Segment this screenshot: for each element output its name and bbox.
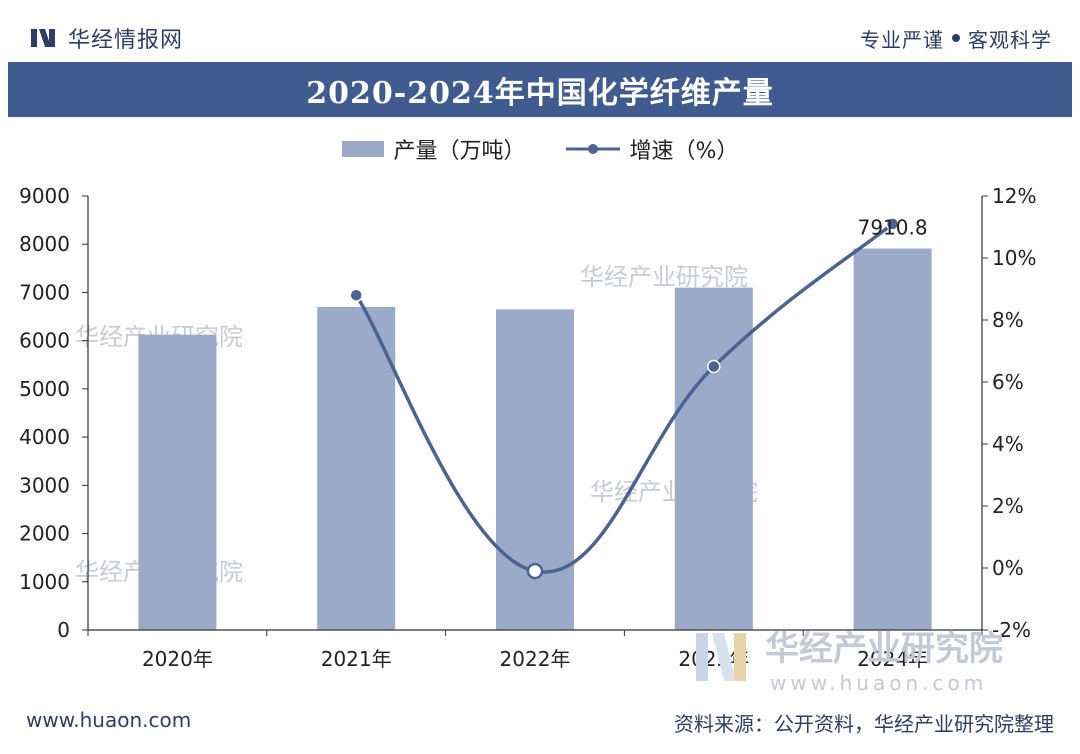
y-left-tick-label: 5000 — [19, 377, 70, 401]
x-tick-label: 2024年 — [857, 647, 928, 671]
growth-point-2023年 — [707, 359, 721, 374]
watermark-stamp: 华经产业研究院 www.huaon.com — [696, 629, 1003, 695]
growth-line — [354, 222, 894, 574]
data-label: 7910.8 — [858, 216, 928, 240]
brand-logo-icon — [31, 29, 55, 47]
y-left-tick-label: 4000 — [19, 425, 70, 449]
bar-2021年 — [317, 306, 396, 630]
slogan-dot-icon — [952, 34, 960, 42]
slogan-left: 专业严谨 — [860, 27, 944, 52]
y-right-tick-label: 0% — [992, 556, 1024, 580]
bar-2022年 — [496, 309, 574, 630]
y-left-tick-label: 9000 — [19, 184, 70, 208]
y-right-tick-label: 4% — [992, 432, 1024, 456]
y-left-tick-label: 2000 — [19, 522, 70, 546]
growth-point-2022年 — [526, 562, 544, 580]
bar-2023年 — [674, 287, 753, 630]
legend-item-growth: 增速（%） — [565, 133, 739, 165]
growth-point-2024年 — [885, 217, 900, 231]
footer-site: www.huaon.com — [26, 708, 192, 732]
watermark-logo-icon — [696, 633, 746, 681]
y-left-tick-label: 8000 — [19, 232, 70, 256]
legend-bar-swatch — [341, 141, 384, 157]
slogan-right: 客观科学 — [968, 27, 1052, 52]
chart-title-bar: 2020-2024年中国化学纤维产量 — [8, 62, 1072, 117]
legend-item-output: 产量（万吨） — [341, 133, 526, 165]
y-right-tick-label: 10% — [992, 246, 1036, 270]
legend-label-output: 产量（万吨） — [393, 139, 526, 164]
y-right-tick-label: 8% — [992, 308, 1024, 332]
bar-2024年 — [853, 248, 932, 630]
footer-source: 资料来源：公开资料，华经产业研究院整理 — [674, 712, 1054, 736]
brand-name: 华经情报网 — [68, 28, 184, 53]
watermark-stamp-url: www.huaon.com — [770, 671, 987, 695]
y-right-tick-label: 12% — [992, 184, 1036, 208]
y-left-tick-label: 6000 — [19, 329, 70, 353]
legend-label-growth: 增速（%） — [629, 139, 739, 164]
x-tick-label: 2020年 — [142, 647, 213, 671]
y-left-tick-label: 3000 — [19, 473, 70, 497]
y-left-tick-label: 7000 — [19, 280, 70, 304]
legend: 产量（万吨） 增速（%） — [0, 132, 1080, 166]
y-left-tick-label: 0 — [57, 618, 70, 642]
brand: 华经情报网 — [30, 22, 183, 54]
y-right-tick-label: -2% — [992, 618, 1031, 642]
legend-line-swatch — [565, 144, 620, 154]
y-left-tick-label: 1000 — [19, 570, 70, 594]
x-tick-label: 2022年 — [500, 647, 571, 671]
watermark-stamp-name: 华经产业研究院 — [765, 629, 1003, 669]
y-right-tick-label: 2% — [992, 494, 1024, 518]
y-right-tick-label: 6% — [992, 370, 1024, 394]
watermark-text: 华经产业研究院 — [580, 263, 748, 291]
x-tick-label: 2021年 — [321, 647, 392, 671]
growth-point-2021年 — [349, 288, 363, 302]
bar-2020年 — [138, 334, 217, 630]
chart-title: 2020-2024年中国化学纤维产量 — [306, 75, 774, 111]
slogan: 专业严谨 客观科学 — [860, 22, 1052, 54]
